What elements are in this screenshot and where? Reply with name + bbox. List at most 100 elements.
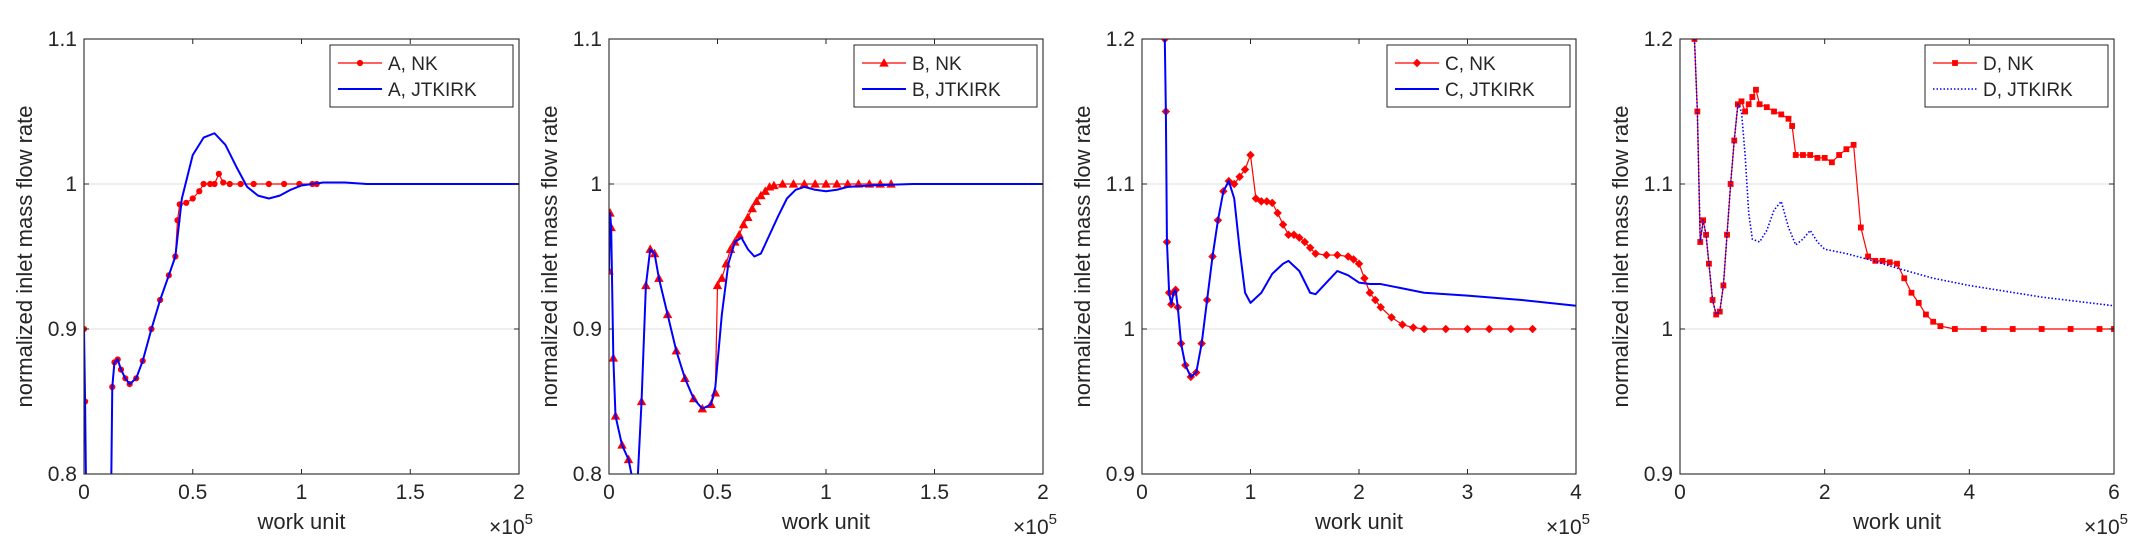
data-point <box>2067 326 2074 332</box>
data-point <box>1354 259 1364 268</box>
data-point <box>788 179 799 188</box>
data-point <box>215 170 222 177</box>
legend-marker <box>1412 58 1422 68</box>
data-point <box>1716 308 1723 315</box>
legend-label: B, JTKIRK <box>912 80 1001 101</box>
x-tick-label: 2 <box>1819 481 1831 504</box>
chart-panel-4: 0 2 4 6 0.9 1 1.1 1.2 work unit normalized inlet … <box>1608 28 2128 539</box>
data-point <box>1865 253 1871 260</box>
data-point <box>832 179 842 188</box>
data-point <box>1923 311 1929 318</box>
data-point <box>1278 220 1288 229</box>
chart-panel-3: 0 1 2 3 4 0.9 1 1.1 1.2 work unit normalized inlet… <box>1070 28 1590 539</box>
x-tick-label: 4 <box>1963 481 1975 504</box>
y-tick-label: 1 <box>1661 318 1673 341</box>
data-point <box>743 212 753 222</box>
data-point <box>1915 299 1922 306</box>
x-tick-label: 0.5 <box>178 481 207 504</box>
data-point <box>1333 250 1342 260</box>
data-point <box>821 179 831 188</box>
data-point <box>629 477 637 485</box>
x-tick-label: 1.5 <box>920 481 949 504</box>
legend: B, NK B, JTKIRK <box>853 44 1038 108</box>
y-tick-label: 0.9 <box>1644 463 1673 486</box>
data-point <box>1300 237 1309 247</box>
data-point <box>1441 324 1451 334</box>
data-point <box>1901 275 1908 282</box>
data-point <box>1763 104 1770 111</box>
data-point <box>1387 313 1396 322</box>
series-a-nk <box>84 170 320 492</box>
data-point <box>1738 98 1745 105</box>
data-point <box>1295 233 1304 242</box>
data-point <box>1792 152 1799 158</box>
x-tick-label: 0 <box>78 481 90 504</box>
y-tick-label: 0.9 <box>1106 463 1135 486</box>
data-point <box>2009 326 2016 332</box>
data-point <box>1463 324 1472 334</box>
x-axis-label: work unit <box>1314 509 1403 534</box>
y-tick-label: 0.9 <box>48 318 77 341</box>
data-point <box>1857 224 1864 231</box>
y-tick-label: 1.2 <box>1644 28 1673 51</box>
data-point <box>734 229 744 239</box>
data-point <box>810 179 820 188</box>
series-c-nk <box>1160 39 1537 382</box>
data-point <box>747 203 757 213</box>
y-tick-label: 1 <box>65 173 77 196</box>
legend-label: D, NK <box>1983 54 2034 75</box>
data-point <box>1980 326 1987 332</box>
x-axis-label: work unit <box>256 509 345 534</box>
data-point <box>751 196 762 206</box>
y-axis-label: normalized inlet mass flow rate <box>12 105 37 407</box>
data-point <box>237 180 244 188</box>
legend-marker <box>356 59 364 67</box>
data-point <box>1409 323 1418 332</box>
x-tick-label: 2 <box>1037 481 1049 504</box>
series-line <box>609 183 892 474</box>
series-line <box>84 173 317 474</box>
legend-label: A, NK <box>388 54 438 75</box>
data-point <box>1230 179 1239 189</box>
data-point <box>220 179 227 186</box>
x-exponent-label: ×105 <box>2084 511 2128 539</box>
legend-marker <box>1952 60 1958 66</box>
y-tick-label: 1.1 <box>48 28 77 51</box>
data-point <box>1850 141 1857 148</box>
data-point <box>1753 86 1759 93</box>
legend-label: C, NK <box>1445 54 1496 75</box>
data-point <box>265 180 272 188</box>
data-point <box>1951 326 1958 332</box>
data-point <box>226 180 233 188</box>
x-tick-label: 1 <box>1245 481 1257 504</box>
data-point <box>108 486 114 492</box>
x-exponent-label: ×105 <box>1013 511 1057 539</box>
legend-box <box>329 44 514 108</box>
legend-box <box>1386 44 1571 108</box>
data-point <box>1814 155 1821 161</box>
x-tick-label: 4 <box>1570 481 1582 504</box>
legend-label: A, JTKIRK <box>388 80 477 101</box>
data-point <box>1484 324 1494 334</box>
series-d-jtkirk <box>1693 39 2114 316</box>
data-point <box>250 180 257 188</box>
legend-label: D, JTKIRK <box>1983 80 2073 101</box>
data-point <box>1246 150 1255 160</box>
data-point <box>1528 324 1537 334</box>
data-point <box>1843 146 1850 153</box>
series-c-jtkirk <box>1163 39 1576 378</box>
data-point <box>1742 108 1748 115</box>
legend-box <box>853 44 1038 108</box>
data-point <box>1894 260 1900 267</box>
data-point <box>1305 243 1315 253</box>
data-point <box>1376 303 1385 312</box>
data-point <box>1235 172 1244 181</box>
legend-box <box>1924 44 2109 108</box>
x-tick-label: 1 <box>296 481 308 504</box>
y-tick-label: 1.2 <box>1106 28 1135 51</box>
data-point <box>1771 108 1777 115</box>
data-point <box>200 180 207 188</box>
data-point <box>1322 250 1331 260</box>
data-point <box>1343 252 1353 261</box>
y-axis-label: normalized inlet mass flow rate <box>537 105 562 407</box>
